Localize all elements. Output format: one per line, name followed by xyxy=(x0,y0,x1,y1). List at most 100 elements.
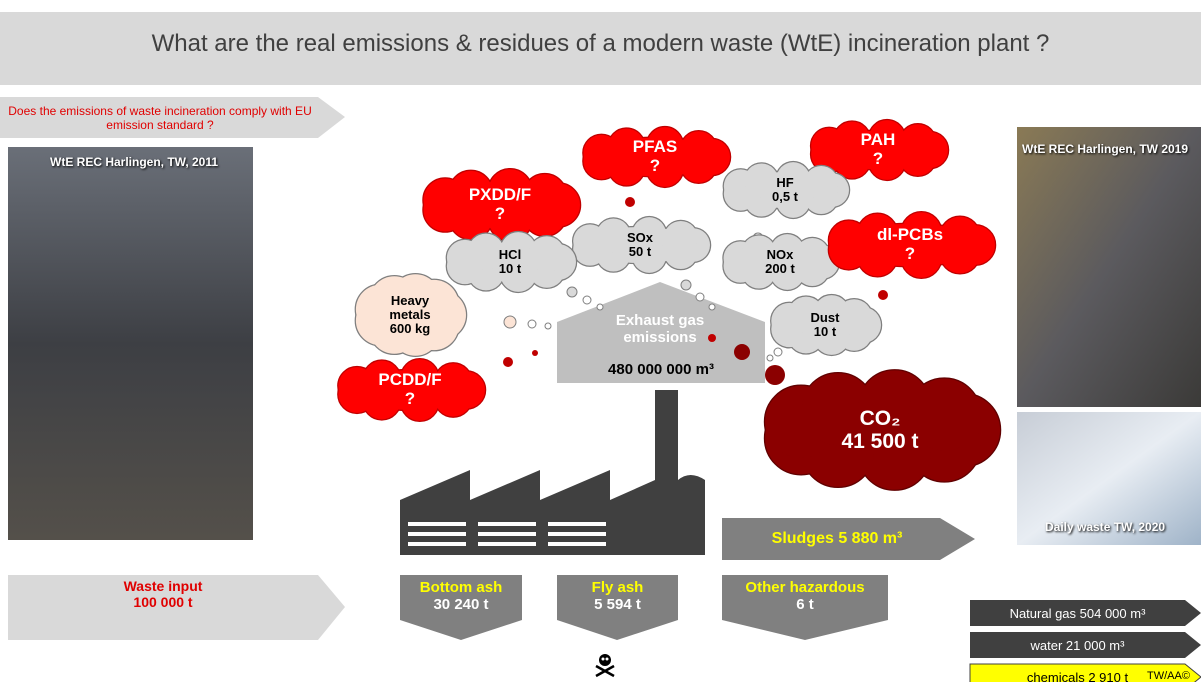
input-arrow xyxy=(8,575,345,640)
cloud-shape xyxy=(723,162,849,218)
cloud-bump xyxy=(528,236,565,273)
cloud-text: HF 0,5 t xyxy=(721,162,849,218)
input: Waste input 100 000 t xyxy=(8,578,318,610)
cloud xyxy=(337,357,487,423)
cloud-shape xyxy=(765,370,1000,490)
output-label: Bottom ash xyxy=(419,579,503,596)
cloud-value: 0,5 t xyxy=(771,189,798,204)
cloud-value: 50 t xyxy=(628,244,652,259)
cloud-bump xyxy=(488,169,532,213)
photo-left xyxy=(8,147,253,540)
cloud-label: CO₂ xyxy=(859,406,901,430)
title-bar xyxy=(0,12,1201,85)
cloud-label: HCl xyxy=(498,246,522,262)
cloud-text: dl-PCBs? xyxy=(825,212,995,278)
cloud-label: PCDD/F xyxy=(378,370,442,390)
exhaust-label: Exhaust gas emissions xyxy=(615,312,705,346)
exhaust-value: 480 000 000 m³ xyxy=(608,360,714,378)
sludges-arrow xyxy=(722,518,975,560)
cloud-shape xyxy=(423,169,580,241)
cloud-bump xyxy=(468,233,504,270)
cloud-value: 41 500 t xyxy=(841,430,919,453)
cloud-bump xyxy=(940,216,980,257)
cloud-bump xyxy=(908,378,981,451)
cloud-shape xyxy=(828,212,995,278)
cloud-shape xyxy=(355,274,466,356)
cloud-bump xyxy=(500,232,537,269)
photo-caption: Daily waste TW, 2020 xyxy=(1045,520,1166,534)
cloud-value: 10 t xyxy=(498,261,522,276)
cloud-bump xyxy=(632,217,667,251)
cloud-label: HF xyxy=(776,174,794,190)
cloud-label: Dust xyxy=(810,309,840,325)
cloud-label: PFAS xyxy=(632,137,678,157)
cloud xyxy=(763,369,1002,491)
cloud-label: PAH xyxy=(860,130,896,150)
cloud-text: HCl 10 t xyxy=(444,232,576,292)
cloud-bump xyxy=(434,363,472,401)
cloud-bump xyxy=(776,162,810,196)
cloud-bump xyxy=(363,360,401,398)
photo-caption: WtE REC Harlingen, TW, 2011 xyxy=(50,155,219,169)
cloud-value: ? xyxy=(649,156,661,175)
cloud-bump xyxy=(663,221,698,255)
question-arrow xyxy=(0,97,345,138)
cloud-label: SOx xyxy=(626,229,653,245)
output-value: 6 t xyxy=(796,596,814,613)
cloud-value: ? xyxy=(494,204,506,223)
skull-icon xyxy=(595,654,615,678)
cloud-bump xyxy=(901,212,942,252)
cloud-bump xyxy=(770,234,805,268)
cloud-text: PCDD/F? xyxy=(335,359,485,421)
photo-caption: WtE REC Harlingen, TW 2019 xyxy=(1022,142,1189,156)
cloud-bump xyxy=(608,128,645,165)
photo-masks xyxy=(1017,412,1201,545)
factory-windows xyxy=(408,522,606,546)
cloud-bump xyxy=(680,131,717,168)
cloud-value: 200 t xyxy=(765,261,795,276)
cloud-value: 10 t xyxy=(813,324,837,339)
cloud xyxy=(571,215,712,275)
output-value: 5 594 t xyxy=(594,596,641,613)
sludges: Sludges 5 880 m³ xyxy=(771,530,903,547)
cloud-shape xyxy=(583,127,730,187)
output-arrow xyxy=(722,575,888,640)
cloud-text: CO₂ 41 500 t xyxy=(760,370,1000,490)
cloud-label: PXDD/F xyxy=(468,185,532,205)
output-value: 30 240 t xyxy=(433,596,489,613)
cloud-bump xyxy=(836,299,873,336)
cloud-bump xyxy=(744,163,779,198)
output: Bottom ash 30 240 t xyxy=(400,574,522,618)
resource-arrow xyxy=(970,632,1201,658)
cloud xyxy=(809,118,950,182)
cloud xyxy=(422,167,582,243)
cloud-text: SOx 50 t xyxy=(570,217,710,273)
output: Other hazardous 6 t xyxy=(722,574,888,618)
cloud-bump xyxy=(899,124,936,161)
cloud-bump xyxy=(795,238,830,272)
input-label: Waste input xyxy=(123,578,203,594)
output-arrow xyxy=(557,575,678,640)
cloud-bump xyxy=(523,174,567,218)
chimney-side xyxy=(678,475,705,555)
resource: water 21 000 m³ xyxy=(1030,637,1125,653)
cloud-bump xyxy=(401,359,439,397)
cloud xyxy=(722,232,841,292)
cloud-bump xyxy=(449,170,493,215)
cloud-text: NOx 200 t xyxy=(721,234,839,290)
cloud-bump xyxy=(857,213,898,254)
resource-arrow xyxy=(970,600,1201,626)
cloud xyxy=(722,160,851,220)
cloud xyxy=(582,125,732,189)
cloud-value: ? xyxy=(872,149,884,168)
resource: chemicals 2 910 t xyxy=(1026,669,1129,682)
output-label: Fly ash xyxy=(591,579,644,596)
resource: Natural gas 504 000 m³ xyxy=(1009,605,1146,621)
cloud xyxy=(827,210,997,280)
cloud-shape xyxy=(446,232,576,292)
resource-arrow xyxy=(969,663,1201,682)
cloud-bump xyxy=(869,120,906,157)
cloud-bump xyxy=(834,121,870,158)
